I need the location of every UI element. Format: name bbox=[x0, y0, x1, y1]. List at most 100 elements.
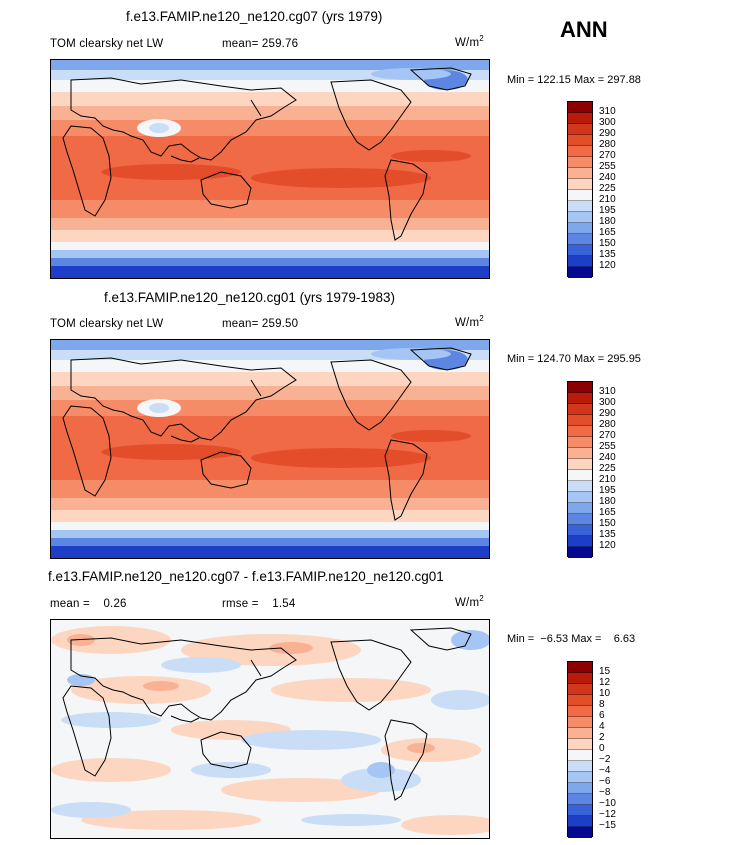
colorbar-tick-label: −12 bbox=[599, 809, 616, 820]
colorbar-tick-label: 135 bbox=[599, 249, 616, 260]
colorbar-swatch bbox=[568, 536, 592, 547]
colorbar-tick-label: 270 bbox=[599, 150, 616, 161]
panel1-colorbar: 310 300 290 280 270 255 240 225 210 195 180 165 150 1… bbox=[567, 101, 627, 278]
colorbar-swatch bbox=[568, 492, 592, 503]
colorbar-swatch bbox=[568, 168, 592, 179]
colorbar-swatch bbox=[568, 157, 592, 168]
colorbar-swatch bbox=[568, 245, 592, 256]
colorbar-swatch bbox=[568, 382, 592, 393]
colorbar-swatch bbox=[568, 234, 592, 245]
colorbar-swatch bbox=[568, 470, 592, 481]
panel2-title: f.e13.FAMIP.ne120_ne120.cg01 (yrs 1979-1… bbox=[104, 290, 395, 305]
colorbar-tick-label: 120 bbox=[599, 540, 616, 551]
colorbar-swatch bbox=[568, 706, 592, 717]
colorbar-swatch bbox=[568, 761, 592, 772]
colorbar-tick-label: 15 bbox=[599, 666, 611, 677]
colorbar-swatch bbox=[568, 662, 592, 673]
colorbar-tick-label: 2 bbox=[599, 732, 605, 743]
colorbar-swatch bbox=[568, 223, 592, 234]
colorbar-swatch bbox=[568, 805, 592, 816]
colorbar-tick-label: 280 bbox=[599, 139, 616, 150]
panel3-colorbar: 15 12 10 8 6 4 2 0 −2 −4 −6 −8 −10 −12 −15 bbox=[567, 661, 627, 838]
colorbar-tick-label: 120 bbox=[599, 260, 616, 271]
colorbar-tick-label: 135 bbox=[599, 529, 616, 540]
panel2-map-field bbox=[51, 340, 489, 558]
colorbar-tick-label: 300 bbox=[599, 397, 616, 408]
colorbar-tick-label: 240 bbox=[599, 452, 616, 463]
panel1-map bbox=[50, 59, 490, 279]
colorbar-swatch bbox=[568, 827, 592, 838]
colorbar-tick-label: −15 bbox=[599, 820, 616, 831]
colorbar-tick-label: 300 bbox=[599, 117, 616, 128]
colorbar-swatch bbox=[568, 267, 592, 278]
colorbar-tick-label: 10 bbox=[599, 688, 611, 699]
colorbar-swatch bbox=[568, 514, 592, 525]
panel3-mean-label: mean = 0.26 bbox=[50, 598, 127, 610]
colorbar-tick-label: 165 bbox=[599, 507, 616, 518]
colorbar-swatch bbox=[568, 404, 592, 415]
panel1-mean-label: mean= 259.76 bbox=[222, 38, 299, 50]
colorbar-swatch bbox=[568, 146, 592, 157]
colorbar-tick-label: −10 bbox=[599, 798, 616, 809]
panel3-minmax: Min = −6.53 Max = 6.63 bbox=[507, 633, 636, 645]
colorbar-swatch bbox=[568, 415, 592, 426]
season-label: ANN bbox=[560, 17, 608, 42]
colorbar-tick-label: 255 bbox=[599, 161, 616, 172]
colorbar-tick-label: 180 bbox=[599, 216, 616, 227]
colorbar-tick-label: 270 bbox=[599, 430, 616, 441]
colorbar-swatch bbox=[568, 739, 592, 750]
colorbar-swatch bbox=[568, 717, 592, 728]
colorbar-swatch bbox=[568, 448, 592, 459]
colorbar-tick-label: 0 bbox=[599, 743, 605, 754]
colorbar-tick-label: −6 bbox=[599, 776, 611, 787]
panel3-rmse-label: rmse = 1.54 bbox=[222, 598, 296, 610]
colorbar-swatch bbox=[568, 190, 592, 201]
panel1-minmax: Min = 122.15 Max = 297.88 bbox=[507, 74, 641, 86]
colorbar-swatch bbox=[568, 256, 592, 267]
colorbar-tick-label: 195 bbox=[599, 205, 616, 216]
colorbar-swatch bbox=[568, 816, 592, 827]
panel1-units: W/m2 bbox=[455, 34, 484, 49]
colorbar-tick-label: −8 bbox=[599, 787, 611, 798]
panel2-variable-label: TOM clearsky net LW bbox=[50, 318, 164, 330]
colorbar-swatch bbox=[568, 437, 592, 448]
colorbar-swatch bbox=[568, 426, 592, 437]
panel3-units: W/m2 bbox=[455, 594, 484, 609]
colorbar-tick-label: 150 bbox=[599, 238, 616, 249]
colorbar-tick-label: 310 bbox=[599, 386, 616, 397]
colorbar-swatch bbox=[568, 459, 592, 470]
colorbar-swatch bbox=[568, 102, 592, 113]
colorbar-swatch bbox=[568, 695, 592, 706]
colorbar-swatch bbox=[568, 113, 592, 124]
panel2-minmax: Min = 124.70 Max = 295.95 bbox=[507, 353, 641, 365]
panel3-map-field bbox=[51, 620, 489, 838]
panel1-title: f.e13.FAMIP.ne120_ne120.cg07 (yrs 1979) bbox=[126, 9, 383, 24]
colorbar-tick-label: 12 bbox=[599, 677, 611, 688]
colorbar-swatch bbox=[568, 794, 592, 805]
panel2-units: W/m2 bbox=[455, 314, 484, 329]
colorbar-tick-label: 240 bbox=[599, 172, 616, 183]
colorbar-tick-label: 210 bbox=[599, 474, 616, 485]
colorbar-tick-label: −2 bbox=[599, 754, 611, 765]
colorbar-tick-label: 280 bbox=[599, 419, 616, 430]
panel2-mean-label: mean= 259.50 bbox=[222, 318, 299, 330]
colorbar-tick-label: 210 bbox=[599, 194, 616, 205]
colorbar-tick-label: 290 bbox=[599, 408, 616, 419]
colorbar-tick-label: 4 bbox=[599, 721, 605, 732]
colorbar-tick-label: 225 bbox=[599, 183, 616, 194]
colorbar-tick-label: 6 bbox=[599, 710, 605, 721]
panel2-colorbar: 310 300 290 280 270 255 240 225 210 195 180 165 150 1… bbox=[567, 381, 627, 558]
colorbar-swatch bbox=[568, 783, 592, 794]
colorbar-swatch bbox=[568, 179, 592, 190]
panel3-map bbox=[50, 619, 490, 839]
colorbar-tick-label: 310 bbox=[599, 106, 616, 117]
panel2-map bbox=[50, 339, 490, 559]
colorbar-swatch bbox=[568, 124, 592, 135]
colorbar-swatch bbox=[568, 135, 592, 146]
panel1-colorbar-swatches bbox=[567, 101, 593, 278]
colorbar-swatch bbox=[568, 547, 592, 558]
panel1-map-field bbox=[51, 60, 489, 278]
colorbar-tick-label: 290 bbox=[599, 128, 616, 139]
colorbar-tick-label: 255 bbox=[599, 441, 616, 452]
colorbar-swatch bbox=[568, 750, 592, 761]
